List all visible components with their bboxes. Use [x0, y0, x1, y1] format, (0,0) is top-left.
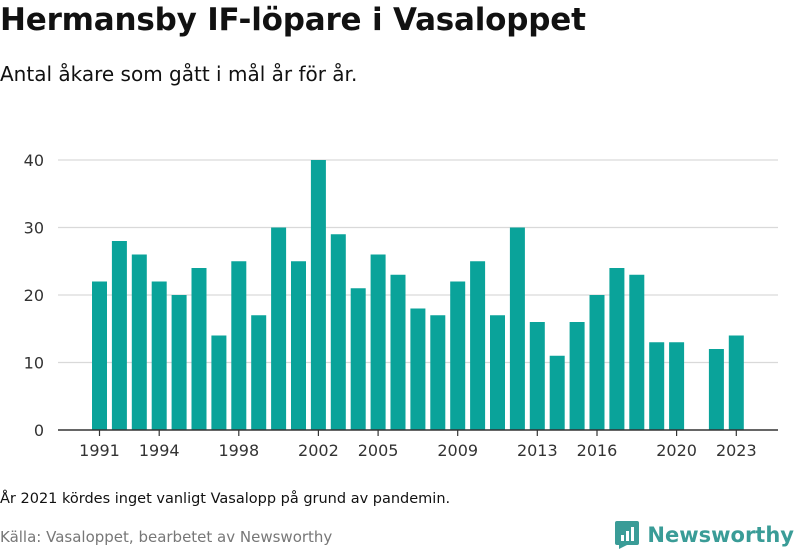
x-tick-label: 1991	[79, 441, 120, 460]
bar-2005	[370, 254, 386, 430]
bar-2023	[728, 335, 744, 430]
x-tick-label: 2002	[298, 441, 339, 460]
bar-1997	[211, 335, 227, 430]
x-tick-label: 2005	[358, 441, 399, 460]
chart-subtitle: Antal åkare som gått i mål år för år.	[0, 62, 358, 86]
axes: 0 10 20 30 40 1991 1994 1998 2002 2005 2009 2013 201…	[24, 151, 778, 460]
bar-2018	[629, 274, 645, 430]
y-tick-label: 10	[24, 354, 44, 373]
source-text: Källa: Vasaloppet, bearbetet av Newswort…	[0, 528, 333, 546]
bar-chart: 0 10 20 30 40 1991 1994 1998 2002 2005 2009 2013 201…	[24, 151, 778, 460]
bar-1993	[131, 254, 147, 430]
bar-1992	[111, 241, 127, 430]
bar-2000	[271, 227, 287, 430]
y-tick-label: 30	[24, 219, 44, 238]
bar-2002	[310, 160, 326, 430]
x-tick-label: 1994	[139, 441, 180, 460]
bar-2020	[669, 342, 685, 430]
brand-name: Newsworthy	[647, 523, 794, 547]
bar-2010	[470, 261, 486, 430]
bar-chart-logo-icon	[615, 521, 640, 549]
bar-2017	[609, 268, 625, 430]
x-tick-label: 2020	[656, 441, 697, 460]
x-tick-label: 2013	[517, 441, 558, 460]
bar-2019	[649, 342, 665, 430]
bar-2003	[330, 234, 346, 430]
bar-1995	[171, 295, 187, 430]
bar-1994	[151, 281, 167, 430]
bar-2009	[450, 281, 466, 430]
x-tick-label: 2016	[577, 441, 618, 460]
bar-1998	[231, 261, 247, 430]
footnote: År 2021 kördes inget vanligt Vasalopp på…	[0, 491, 451, 507]
y-tick-label: 0	[34, 421, 44, 440]
y-tick-label: 20	[24, 286, 44, 305]
x-tick-label: 2009	[437, 441, 478, 460]
bars	[92, 160, 744, 430]
chart-title: Hermansby IF-löpare i Vasaloppet	[0, 2, 586, 38]
bar-1991	[92, 281, 107, 430]
bar-2007	[410, 308, 426, 430]
bar-2022	[708, 349, 724, 430]
bar-2014	[549, 355, 565, 430]
bar-1999	[251, 315, 267, 430]
bar-2016	[589, 295, 605, 430]
bar-2011	[490, 315, 505, 430]
x-tick-label: 2023	[716, 441, 757, 460]
y-tick-label: 40	[24, 151, 44, 170]
bar-2001	[291, 261, 306, 430]
bar-2015	[569, 322, 585, 430]
x-tick-label: 1998	[218, 441, 259, 460]
bar-1996	[191, 268, 207, 430]
bar-2008	[430, 315, 446, 430]
bar-2006	[390, 274, 406, 430]
brand-logo[interactable]: Newsworthy	[615, 519, 794, 551]
bar-2012	[509, 227, 525, 430]
bar-2004	[350, 288, 366, 430]
bar-2013	[529, 322, 545, 430]
